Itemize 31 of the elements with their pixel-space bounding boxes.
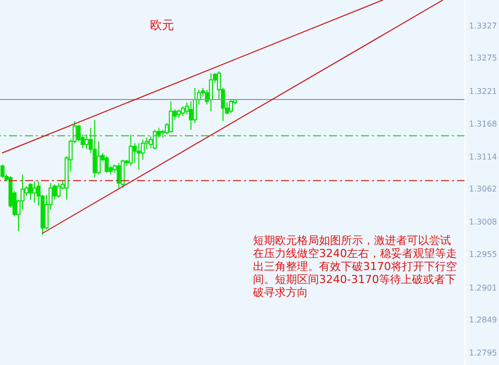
y-tick-label: 1.2955 [469,250,497,260]
candlestick [188,100,193,130]
candlestick [152,129,157,150]
candlestick [120,159,125,189]
y-tick-label: 1.3275 [469,54,497,63]
y-tick-label: 1.3221 [469,86,497,96]
candlestick [116,162,121,189]
candlestick [168,100,173,134]
y-tick-label: 1.2849 [469,315,497,324]
y-tick-label: 1.3114 [469,152,497,162]
candlestick [0,164,4,178]
candlestick [28,182,33,200]
candlestick [56,182,61,198]
candlestick [228,99,233,114]
y-tick-label: 1.3327 [469,22,497,31]
annotation: 短期欧元格局如图所示，激进者可以尝试在压力线做空3240左右，稳妥者观望等走出三角整理。有效下破3170将打开下行空间。短期区间3240-3170等待上破或者下破寻求方向 [253,234,458,299]
y-tick-label: 1.3168 [469,119,497,128]
candlestick [128,134,133,166]
y-tick-label: 1.3008 [469,218,497,227]
y-tick-label: 1.3062 [469,184,497,194]
candlestick [84,134,89,150]
candlestick [208,72,213,112]
candlestick [180,106,185,117]
candlestick [92,119,97,178]
text: 欧元 [150,17,174,34]
candlestick [32,180,37,204]
y-tick-label: 1.2795 [469,348,497,358]
candlestick [96,140,101,176]
y-tick-label: 1.2901 [469,283,497,292]
candlestick [136,142,141,170]
candlestick [104,156,109,174]
